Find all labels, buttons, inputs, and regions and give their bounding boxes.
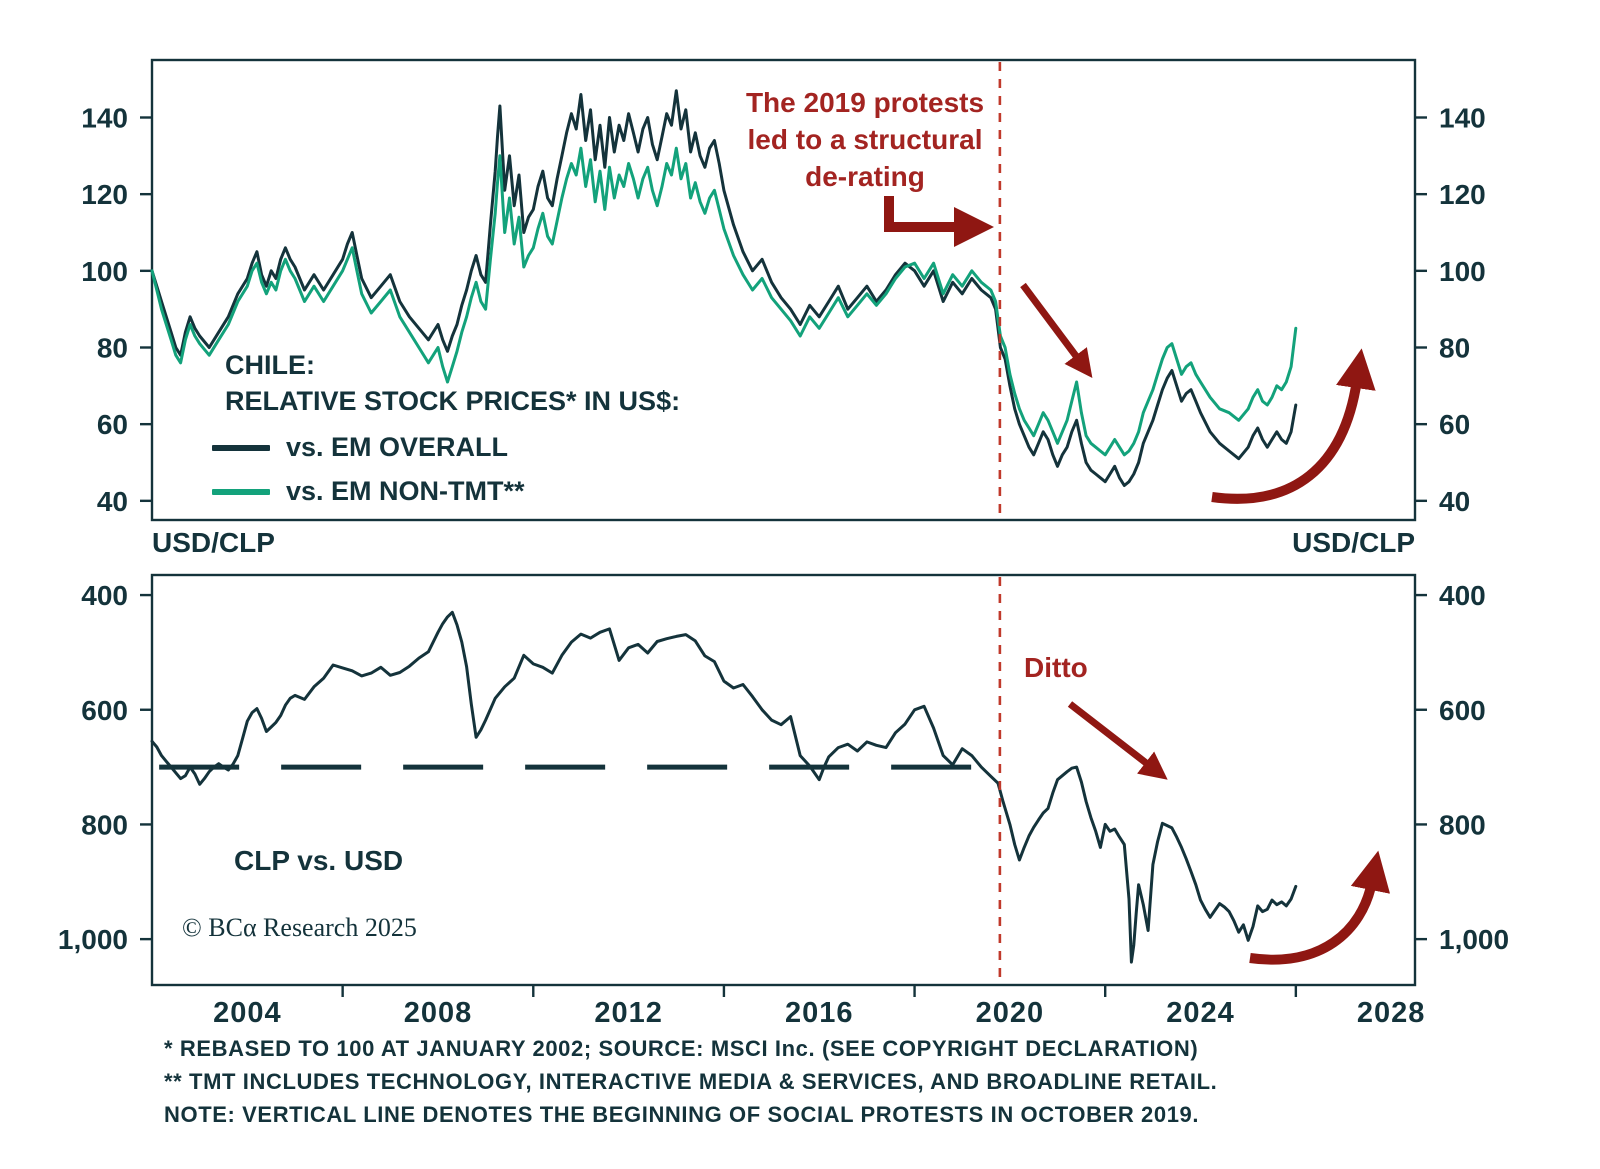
svg-text:40: 40 <box>1439 486 1470 517</box>
footnote-vertical-line: NOTE: VERTICAL LINE DENOTES THE BEGINNIN… <box>164 1102 1200 1127</box>
svg-text:100: 100 <box>81 256 128 287</box>
ditto-annotation: Ditto <box>1024 652 1088 683</box>
svg-text:60: 60 <box>1439 409 1470 440</box>
svg-text:100: 100 <box>1439 256 1486 287</box>
svg-text:2008: 2008 <box>404 997 473 1029</box>
svg-text:800: 800 <box>81 809 128 840</box>
legend-label: vs. EM OVERALL <box>286 432 509 462</box>
legend-swatch-navy <box>212 444 270 451</box>
footnote-tmt: ** TMT INCLUDES TECHNOLOGY, INTERACTIVE … <box>164 1069 1218 1094</box>
derating-line-1: The 2019 protests <box>745 87 985 118</box>
svg-text:1,000: 1,000 <box>1439 924 1509 955</box>
legend-item-em-non-tmt: vs. EM NON-TMT** <box>212 476 525 507</box>
footnotes: * REBASED TO 100 AT JANUARY 2002; SOURCE… <box>164 1032 1217 1131</box>
legend-subtitle: RELATIVE STOCK PRICES* IN US$: <box>225 386 681 416</box>
svg-text:1,000: 1,000 <box>58 924 128 955</box>
svg-text:2028: 2028 <box>1357 997 1426 1029</box>
axis-unit-label-left: USD/CLP <box>152 527 275 558</box>
svg-text:80: 80 <box>1439 333 1470 364</box>
legend-label: vs. EM NON-TMT** <box>286 476 525 506</box>
derating-annotation: The 2019 protests led to a structural de… <box>698 84 1032 195</box>
svg-text:80: 80 <box>97 333 128 364</box>
panel-label-clp-vs-usd: CLP vs. USD <box>234 845 404 876</box>
svg-text:600: 600 <box>1439 695 1486 726</box>
legend-swatch-teal <box>212 488 270 495</box>
derating-line-2: led to a structural <box>747 124 983 155</box>
svg-text:400: 400 <box>81 580 128 611</box>
svg-text:60: 60 <box>97 409 128 440</box>
svg-text:120: 120 <box>81 179 128 210</box>
svg-text:2012: 2012 <box>594 997 663 1029</box>
svg-text:800: 800 <box>1439 809 1486 840</box>
svg-text:2004: 2004 <box>213 997 282 1029</box>
svg-text:2024: 2024 <box>1166 997 1235 1029</box>
copyright-notice: © BCα Research 2025 <box>182 913 417 942</box>
legend-item-em-overall: vs. EM OVERALL <box>212 432 508 463</box>
svg-text:140: 140 <box>1439 103 1486 134</box>
svg-text:600: 600 <box>81 695 128 726</box>
axis-unit-label-right: USD/CLP <box>1292 527 1415 558</box>
derating-line-3: de-rating <box>805 161 925 192</box>
svg-text:40: 40 <box>97 486 128 517</box>
svg-text:140: 140 <box>81 103 128 134</box>
legend-title: CHILE: <box>225 350 315 380</box>
svg-text:2020: 2020 <box>976 997 1045 1029</box>
footnote-rebased: * REBASED TO 100 AT JANUARY 2002; SOURCE… <box>164 1036 1199 1061</box>
svg-text:400: 400 <box>1439 580 1486 611</box>
svg-text:120: 120 <box>1439 179 1486 210</box>
svg-text:2016: 2016 <box>785 997 854 1029</box>
